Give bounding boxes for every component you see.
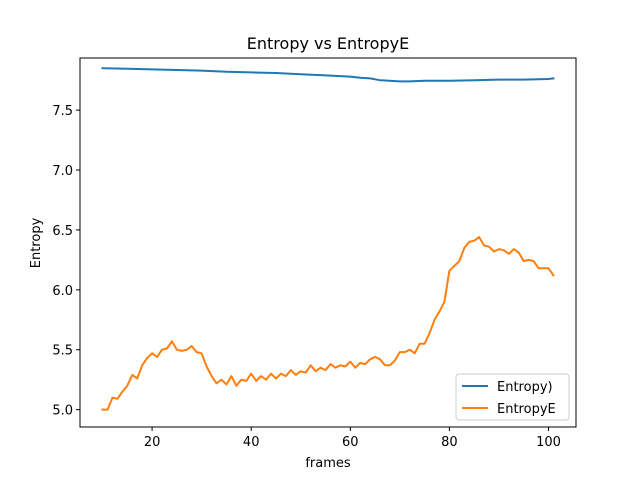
legend-label-entropy: Entropy): [497, 380, 553, 395]
y-tick-label: 6.0: [52, 284, 73, 299]
legend: Entropy) EntropyE: [455, 373, 570, 421]
x-axis-ticks: 20 40 60 80 100: [144, 427, 561, 450]
x-tick-label: 60: [342, 435, 359, 450]
y-tick-label: 5.5: [52, 344, 73, 359]
series-layer: [101, 67, 555, 411]
y-tick-label: 7.0: [52, 164, 73, 179]
y-axis-ticks: 5.0 5.5 6.0 6.5 7.0 7.5: [52, 104, 80, 419]
axes-frame: [79, 57, 577, 428]
y-tick-label: 6.5: [52, 224, 73, 239]
legend-label-entropye: EntropyE: [497, 402, 556, 417]
x-tick-label: 20: [144, 435, 161, 450]
chart-title: Entropy vs EntropyE: [247, 34, 409, 53]
y-axis-label: Entropy: [29, 217, 44, 268]
x-tick-label: 40: [243, 435, 260, 450]
series-line-entropy: [101, 67, 555, 83]
y-tick-label: 7.5: [52, 104, 73, 119]
x-tick-label: 100: [536, 435, 561, 450]
y-tick-label: 5.0: [52, 404, 73, 419]
x-axis-label: frames: [305, 456, 351, 471]
x-tick-label: 80: [441, 435, 458, 450]
series-line-entropye: [101, 236, 555, 411]
